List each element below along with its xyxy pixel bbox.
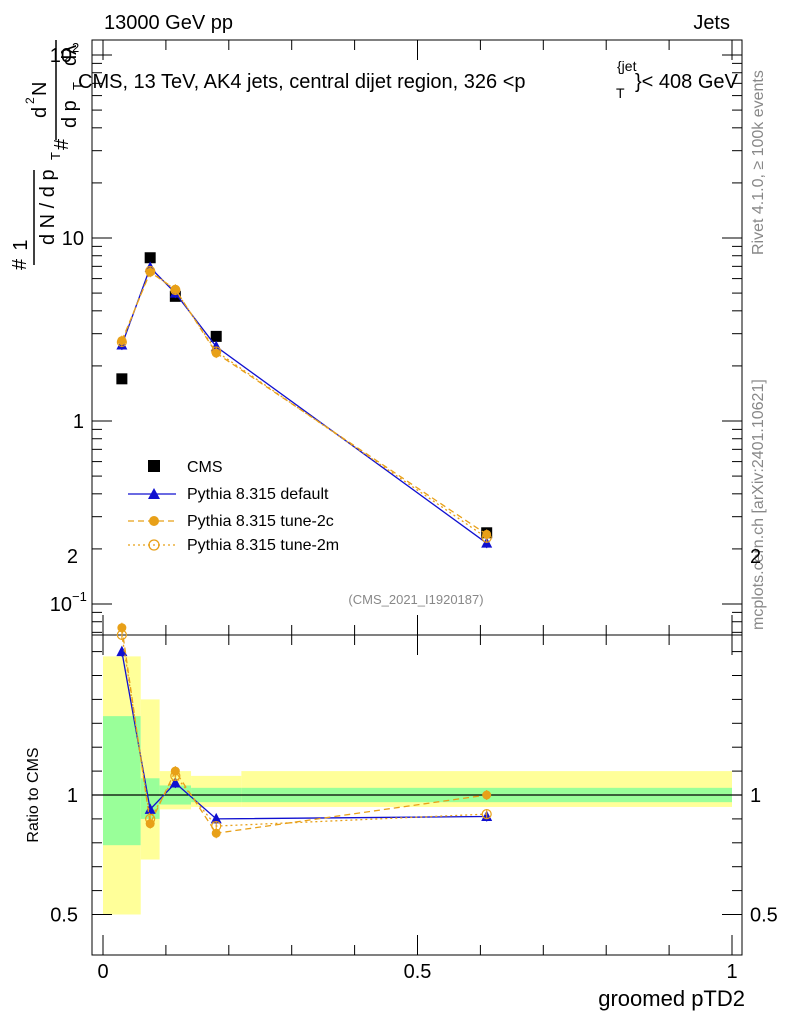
- ratio-point-tune-2m: [481, 809, 492, 820]
- y-label-d2N-N: N: [29, 82, 51, 96]
- main-point-cms: [116, 373, 128, 385]
- y-label-denominator: d N / d p: [37, 169, 59, 245]
- y-label-one: 1: [10, 239, 32, 250]
- main-point-tune-2m: [116, 336, 127, 348]
- main-y-tick-label-sup: 2: [72, 40, 79, 55]
- x-tick-label: 0.5: [404, 961, 432, 983]
- ratio-y-tick-label-right: 0.5: [750, 905, 778, 927]
- ratio-point-tune-2c: [482, 790, 492, 800]
- main-point-tune-2m: [211, 346, 222, 357]
- plot-title-end: }< 408 GeV: [635, 71, 739, 93]
- legend-cms-marker: [148, 460, 160, 472]
- ratio-y-label: Ratio to CMS: [25, 747, 42, 842]
- plot-title-main: CMS, 13 TeV, AK4 jets, central dijet reg…: [78, 71, 526, 93]
- analysis-id: (CMS_2021_I1920187): [348, 592, 483, 607]
- main-y-tick-label: 1: [73, 411, 84, 433]
- ratio-point-tune-2m: [145, 813, 156, 825]
- legend-tune2m-label: Pythia 8.315 tune-2m: [187, 537, 339, 554]
- ratio-series: [116, 622, 493, 839]
- legend-tune2m-marker: [148, 539, 160, 551]
- ratio-ticks: 0.5 0.5 1 1 2 2 0 0.5 1: [50, 546, 778, 983]
- y-label-d2N-sup: 2: [23, 97, 37, 104]
- ratio-line-tune-2c: [121, 627, 487, 834]
- legend-default-label: Pythia 8.315 default: [187, 486, 329, 503]
- main-series: [116, 252, 493, 549]
- main-point-tune-2m: [145, 265, 156, 277]
- y-label-hash1: #: [9, 258, 31, 270]
- y-label-denominator-T: T: [48, 152, 63, 160]
- main-point-tune-2m: [170, 284, 181, 296]
- ratio-point-default: [169, 777, 181, 788]
- plot-title-sup: {jet: [617, 58, 637, 74]
- y-label-dlambda: dλ: [59, 45, 81, 66]
- y-label-d2N-d: d: [29, 107, 51, 118]
- ratio-band-inner: [103, 716, 141, 846]
- ratio-point-tune-2m: [170, 770, 181, 781]
- ratio-panel: 0.5 0.5 1 1 2 2 0 0.5 1: [50, 546, 778, 983]
- x-axis-label: groomed pTD2: [598, 986, 745, 1011]
- rivet-version-label: Rivet 4.1.0, ≥ 100k events: [750, 70, 767, 255]
- mcplots-label: mcplots.cern.ch [arXiv:2401.10621]: [750, 379, 767, 630]
- y-axis-label: # 1 d N / d p T # d 2 N d p T dλ: [9, 40, 85, 270]
- ratio-point-default: [210, 812, 222, 824]
- ratio-y-tick-label-right: 2: [750, 546, 761, 568]
- legend: CMS Pythia 8.315 default Pythia 8.315 tu…: [128, 459, 339, 554]
- main-y-tick-label-sup: −1: [72, 589, 87, 604]
- main-y-tick-label: 10: [50, 594, 72, 616]
- legend-tune2c-marker: [149, 516, 159, 526]
- ratio-point-default: [144, 803, 156, 814]
- ratio-point-tune-2c: [117, 623, 127, 633]
- main-point-cms: [210, 330, 222, 342]
- category-label: Jets: [693, 12, 730, 34]
- main-y-tick-label: 10: [62, 228, 84, 250]
- y-label-dp-T: T: [70, 82, 85, 90]
- ratio-y-tick-label-right: 1: [750, 785, 761, 807]
- ratio-point-default: [116, 645, 128, 657]
- y-label-hash2: #: [51, 138, 73, 150]
- legend-tune2c-label: Pythia 8.315 tune-2c: [187, 513, 334, 530]
- energy-label: 13000 GeV pp: [104, 12, 233, 34]
- legend-default-marker: [148, 488, 160, 499]
- plot-title-sub: T: [616, 85, 625, 101]
- x-tick-label: 1: [726, 961, 737, 983]
- main-line-tune-2m: [121, 269, 488, 539]
- ratio-point-tune-2m: [211, 820, 222, 832]
- ratio-y-tick-label: 1: [67, 785, 78, 807]
- ratio-point-tune-2c: [211, 828, 221, 838]
- ratio-point-tune-2m: [116, 629, 127, 640]
- x-tick-label: 0: [97, 961, 108, 983]
- ratio-bands: [103, 656, 732, 915]
- y-label-dp: d p: [59, 100, 81, 128]
- main-point-tune-2m: [481, 532, 492, 543]
- legend-cms-label: CMS: [187, 459, 223, 476]
- main-point-cms: [144, 252, 156, 264]
- ratio-y-tick-label: 2: [67, 546, 78, 568]
- ratio-y-tick-label: 0.5: [50, 905, 78, 927]
- plot-title: CMS, 13 TeV, AK4 jets, central dijet reg…: [78, 58, 739, 101]
